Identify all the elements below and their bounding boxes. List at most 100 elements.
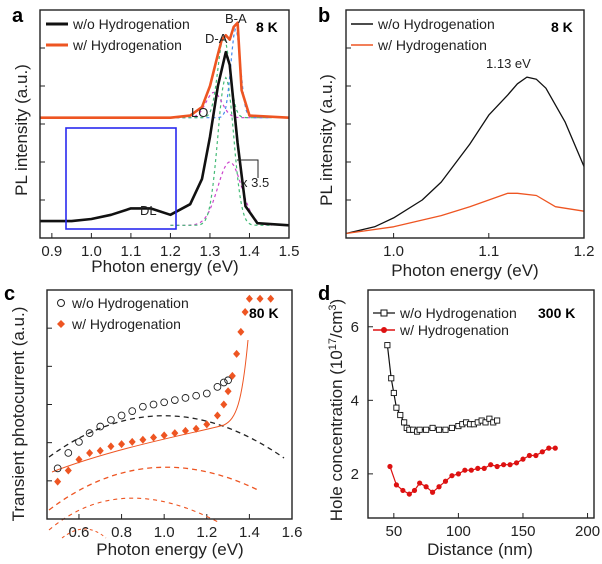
panel-c-point-diamond <box>171 429 179 438</box>
panel-c-point-circle <box>85 429 94 437</box>
panel-c-point-diamond <box>118 440 126 449</box>
panel-c-point-diamond <box>228 371 236 380</box>
panel-d-ylabel-main: Hole concentration (10 <box>327 350 346 521</box>
panel-c-point-diamond <box>233 349 241 358</box>
panel-d-point-square <box>448 424 455 431</box>
panel-c-point-diamond <box>75 455 83 464</box>
panel-c-plot <box>53 294 275 486</box>
panel-d-point-dot <box>539 449 545 455</box>
panel-c-xlabel: Photon energy (eV) <box>96 540 243 559</box>
panel-c-point-diamond <box>220 400 228 409</box>
panel-d-ylabel-mid: /cm <box>327 311 346 338</box>
panel-d-point-dot <box>481 465 487 471</box>
panel-d-point-dot <box>442 478 449 484</box>
panel-a-plot <box>40 21 290 227</box>
panel-c-temperature: 80 K <box>249 305 279 321</box>
panel-c-letter: c <box>4 283 15 305</box>
panel-c-legend-marker-diamond <box>57 320 65 328</box>
panel-c-point-diamond <box>150 433 158 442</box>
panel-d-x-tick-label: 150 <box>510 523 535 540</box>
panel-c-ylabel: Transient photocurrent (a.u.) <box>9 307 28 522</box>
panel-c-point-diamond <box>181 426 189 435</box>
panel-d-ylabel-end: ) <box>327 299 346 305</box>
panel-b-letter: b <box>318 5 330 27</box>
panel-d-point-dot <box>417 480 423 486</box>
panel-d-y-ticks: 2 4 6 <box>351 319 373 483</box>
panel-c-point-diamond <box>86 448 94 457</box>
panel-a-annot-da: D-A <box>205 31 228 46</box>
panel-c-point-diamond <box>213 411 221 420</box>
panel-c-fit-black-dashed <box>48 415 285 459</box>
panel-c-x-tick-label: 1.0 <box>154 524 175 541</box>
panel-c-x-tick-label: 1.2 <box>196 524 217 541</box>
panel-b-x-tick-label: 1.1 <box>478 243 499 260</box>
panel-d-point-dot <box>507 462 513 468</box>
panel-c-legend-marker-circle <box>57 299 65 307</box>
panel-d-point-square <box>423 426 430 433</box>
panel-d-point-dot <box>552 445 558 451</box>
panel-d-x-tick-label: 200 <box>575 523 600 540</box>
panel-d-y-tick-label: 4 <box>351 392 359 409</box>
panel-a-series-1-line <box>40 50 290 227</box>
panel-d-legend-marker-dot <box>381 327 387 333</box>
panel-c-point-diamond <box>256 294 264 303</box>
panel-d-point-dot <box>449 473 455 479</box>
panel-c-point-circle <box>224 376 232 385</box>
panel-d-legend-label-1: w/o Hydrogenation <box>399 305 517 321</box>
panel-d-point-square <box>416 426 423 433</box>
panel-c-frame <box>46 289 293 520</box>
panel-d-point-square <box>494 417 501 424</box>
panel-c-point-circle <box>202 389 211 398</box>
panel-d-plot <box>384 342 558 497</box>
panel-c-point-diamond <box>54 477 62 486</box>
panel-d-legend-marker-square <box>380 309 388 317</box>
panel-d-point-dot <box>475 465 481 471</box>
panel-d-point-dot <box>494 463 500 470</box>
panel-c-point-diamond <box>160 431 168 440</box>
panel-c-point-circle <box>160 398 169 407</box>
panel-d-point-square <box>397 411 404 419</box>
panel-c-legend-label-1: w/o Hydrogenation <box>71 295 189 311</box>
panel-a-x-ticks: 0.9 1.0 1.1 1.2 1.3 1.4 1.5 <box>40 47 299 260</box>
panel-d-point-dot <box>423 484 429 490</box>
panel-d-point-square <box>390 389 397 397</box>
panel-c-fit-curves <box>48 339 285 539</box>
panel-d-point-dot <box>429 489 436 495</box>
panel-d-ylabel-sup1: 17 <box>327 338 339 350</box>
panel-b-legend-label-2: w/ Hydrogenation <box>377 37 487 53</box>
panel-b: b PL intensity (a.u.) Photon energy (eV)… <box>317 5 594 280</box>
panel-a-ylabel: PL intensity (a.u.) <box>12 64 31 196</box>
panel-c-point-circle <box>219 378 228 387</box>
panel-d-point-square <box>388 375 395 382</box>
panel-c-point-diamond <box>192 424 200 433</box>
panel-d-point-dot <box>406 491 412 497</box>
panel-a-x-tick-label: 1.1 <box>120 243 141 260</box>
panel-d-point-dot <box>488 462 494 468</box>
panel-d-point-dot <box>526 452 533 459</box>
panel-c-point-diamond <box>224 387 232 396</box>
panel-c-point-circle <box>107 416 115 424</box>
panel-a-series-2-line <box>40 21 290 119</box>
panel-a-highlight-box <box>65 127 177 230</box>
panel-c-point-diamond <box>64 466 72 475</box>
panel-c-point-circle <box>75 438 83 446</box>
panel-d-ylabel-sup2: 3 <box>327 304 339 310</box>
panel-a-annot-ba: B-A <box>225 11 247 26</box>
panel-c-point-circle <box>117 411 126 420</box>
panel-c-point-diamond <box>107 442 115 451</box>
panel-b-xlabel: Photon energy (eV) <box>391 261 538 280</box>
panel-d-letter: d <box>318 283 330 305</box>
panel-d-frame <box>367 289 595 519</box>
panel-d-point-square <box>393 404 400 411</box>
panel-c-point-circle <box>128 407 137 415</box>
panel-a: a PL intensity (a.u.) Photon energy (eV)… <box>12 5 299 276</box>
panel-d-temperature: 300 K <box>538 305 575 321</box>
panel-b-x-tick-label: 1.0 <box>383 243 404 260</box>
panel-a-legend-label-2: w/ Hydrogenation <box>72 37 182 53</box>
panel-c-point-circle <box>139 402 147 411</box>
panel-d-point-dot <box>462 467 468 473</box>
panel-d: d Hole concentration (1017/cm3) Distance… <box>318 283 600 559</box>
panel-a-x-tick-label: 1.2 <box>160 243 181 260</box>
panel-d-point-square <box>435 426 443 433</box>
panel-c-point-diamond <box>237 327 245 336</box>
